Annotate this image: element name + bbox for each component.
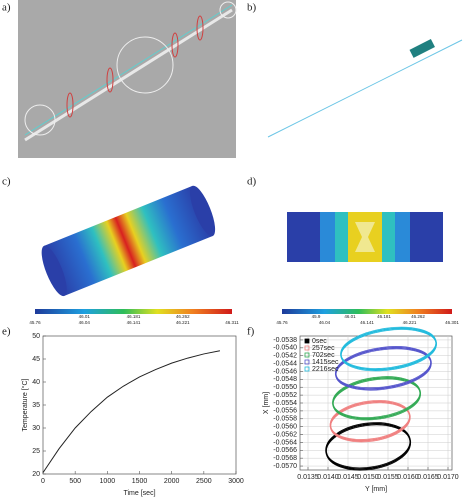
x-tick-label: 0.0135 xyxy=(297,474,319,481)
x-tick-label: 0.0160 xyxy=(397,474,419,481)
y-tick-label: -0.0542 xyxy=(273,353,297,360)
y-tick-label: 25 xyxy=(32,448,40,455)
data-line xyxy=(42,350,221,473)
colorbar-label: 45.76 xyxy=(29,320,41,325)
panel-a-render xyxy=(18,0,237,158)
legend-swatch xyxy=(304,366,310,372)
data-ring xyxy=(330,402,411,443)
x-axis-label: Y [mm] xyxy=(365,486,387,493)
y-tick-label: -0.0548 xyxy=(273,376,297,383)
y-tick-label: -0.0552 xyxy=(273,392,297,399)
y-axis-label: X [mm] xyxy=(263,392,270,414)
y-tick-label: 30 xyxy=(32,425,40,432)
legend-label: 2216sec xyxy=(312,366,339,373)
y-tick-label: -0.0568 xyxy=(273,455,297,462)
y-tick-label: -0.0562 xyxy=(273,431,297,438)
data-ring xyxy=(325,424,411,471)
y-tick-label: 20 xyxy=(32,471,40,478)
panel-b-render xyxy=(267,38,463,138)
legend-swatch xyxy=(304,359,310,365)
x-tick-label: 1000 xyxy=(100,478,116,485)
x-tick-label: 0.0145 xyxy=(337,474,359,481)
y-tick-label: -0.0564 xyxy=(273,439,297,446)
y-tick-label: -0.0540 xyxy=(273,345,297,352)
x-tick-label: 500 xyxy=(69,478,81,485)
colorbar xyxy=(282,309,452,314)
panel-label: e) xyxy=(2,326,11,338)
y-tick-label: 50 xyxy=(32,333,40,340)
data-ring xyxy=(332,378,421,421)
colorbar xyxy=(35,309,232,314)
panel-label: c) xyxy=(2,176,11,188)
y-tick-label: -0.0566 xyxy=(273,447,297,454)
colorbar-label: 46.311 xyxy=(225,320,239,325)
panel-label: a) xyxy=(2,2,11,14)
colorbar-label: 46.01 xyxy=(79,314,91,319)
y-tick-label: -0.0554 xyxy=(273,400,297,407)
y-tick-label: -0.0546 xyxy=(273,368,297,375)
panel-label: f) xyxy=(247,326,255,338)
x-tick-label: 0.0165 xyxy=(417,474,439,481)
colorbar-label: 46.141 xyxy=(360,320,374,325)
colorbar-label: 46.301 xyxy=(445,320,459,325)
colorbar-label: 46.141 xyxy=(127,320,141,325)
panel-d-render xyxy=(287,212,443,262)
y-tick-label: -0.0538 xyxy=(273,337,297,344)
legend-label: 1415sec xyxy=(312,359,339,366)
colorbar-label: 46.04 xyxy=(319,320,331,325)
colorbar-label: 46.262 xyxy=(411,314,425,319)
y-tick-label: 45 xyxy=(32,356,40,363)
y-tick-label: 35 xyxy=(32,402,40,409)
colorbar-label: 46.01 xyxy=(344,314,356,319)
colorbar-label: 46.181 xyxy=(377,314,391,319)
panel-label: d) xyxy=(247,176,257,188)
panel-label: b) xyxy=(247,2,257,14)
y-axis-label: Temperature [°C] xyxy=(21,378,29,431)
legend-label: 257sec xyxy=(312,345,335,352)
colorbar-label: 46.221 xyxy=(403,320,417,325)
legend-label: 0sec xyxy=(312,338,327,345)
colorbar-label: 46.262 xyxy=(176,314,190,319)
y-tick-label: -0.0570 xyxy=(273,463,297,470)
y-tick-label: -0.0560 xyxy=(273,423,297,430)
legend-swatch xyxy=(304,352,310,358)
x-tick-label: 0.0150 xyxy=(357,474,379,481)
data-ring xyxy=(335,348,432,391)
legend-label: 702sec xyxy=(312,352,335,359)
colorbar-label: 46.221 xyxy=(176,320,190,325)
x-tick-label: 0 xyxy=(41,478,45,485)
colorbar-label: 46.181 xyxy=(127,314,141,319)
x-axis-label: Time [sec] xyxy=(123,490,155,497)
colorbar-label: 45.9 xyxy=(312,314,321,319)
plot-area xyxy=(42,335,237,475)
legend-swatch xyxy=(304,345,310,351)
x-tick-label: 0.0170 xyxy=(437,474,459,481)
panel-c-render xyxy=(41,185,216,297)
y-tick-label: 40 xyxy=(32,379,40,386)
x-tick-label: 3000 xyxy=(228,478,244,485)
colorbar-label: 46.04 xyxy=(79,320,91,325)
colorbar-label: 45.76 xyxy=(276,320,288,325)
x-tick-label: 2000 xyxy=(164,478,180,485)
x-tick-label: 2500 xyxy=(196,478,212,485)
x-tick-label: 1500 xyxy=(132,478,148,485)
legend-swatch xyxy=(304,338,310,344)
x-tick-label: 0.0155 xyxy=(377,474,399,481)
data-ring xyxy=(340,329,437,372)
y-tick-label: -0.0544 xyxy=(273,360,297,367)
y-tick-label: -0.0550 xyxy=(273,384,297,391)
y-tick-label: -0.0556 xyxy=(273,408,297,415)
x-tick-label: 0.0140 xyxy=(317,474,339,481)
y-tick-label: -0.0558 xyxy=(273,416,297,423)
